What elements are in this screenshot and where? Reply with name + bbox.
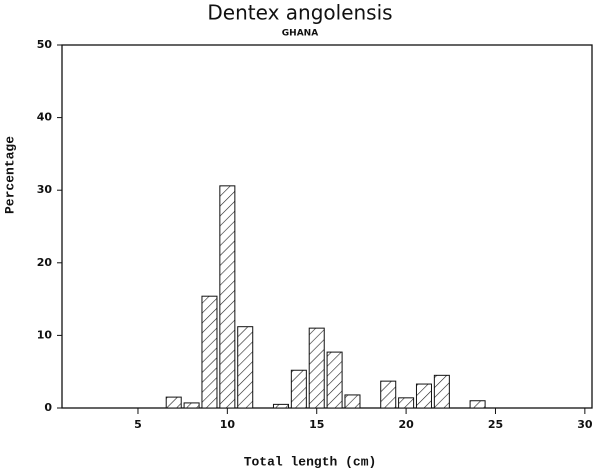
y-tick-label: 40	[37, 111, 53, 124]
bar	[380, 380, 397, 409]
bar	[326, 351, 343, 409]
x-tick-label: 5	[134, 418, 142, 431]
bar	[290, 369, 307, 409]
y-axis-label: Percentage	[2, 136, 17, 214]
y-tick-label: 10	[37, 328, 53, 341]
y-tick-label: 30	[37, 183, 53, 196]
bar	[237, 326, 254, 409]
y-tick-label: 0	[44, 401, 52, 414]
x-tick-label: 25	[488, 418, 503, 431]
bar	[469, 400, 486, 409]
x-tick-label: 30	[577, 418, 593, 431]
bar	[201, 295, 218, 409]
x-tick-label: 20	[398, 418, 414, 431]
x-tick-label: 10	[220, 418, 236, 431]
bar	[415, 383, 432, 409]
bar	[308, 327, 325, 409]
y-tick-label: 50	[37, 38, 53, 51]
bar	[272, 403, 289, 409]
chart-title: Dentex angolensis	[207, 1, 392, 25]
bar	[165, 396, 182, 409]
chart-subtitle: GHANA	[282, 29, 318, 39]
x-axis-label: Total length (cm)	[244, 454, 377, 469]
x-tick-label: 15	[309, 418, 324, 431]
bar	[344, 394, 361, 409]
bar	[183, 402, 200, 409]
bar	[433, 374, 450, 409]
bar	[219, 185, 236, 409]
y-tick-label: 20	[37, 256, 53, 269]
bar	[398, 397, 415, 409]
